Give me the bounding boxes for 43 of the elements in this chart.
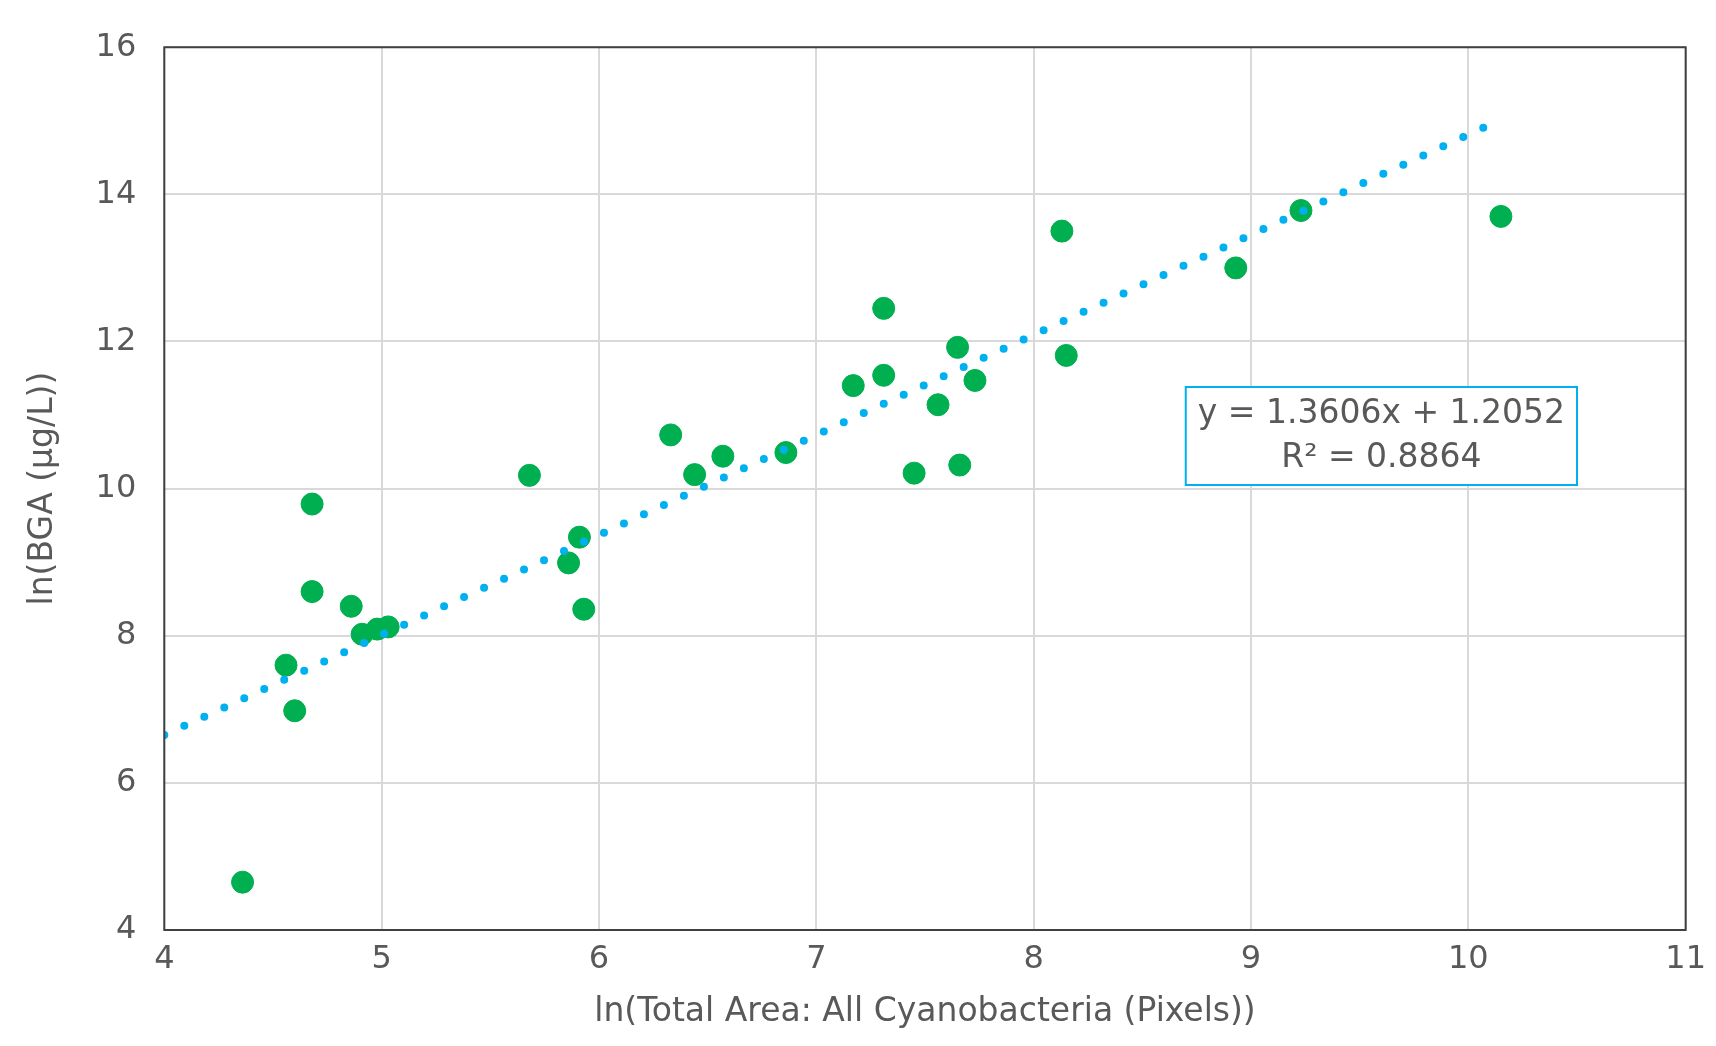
point — [872, 363, 896, 387]
x-tick-label: 6 — [588, 937, 610, 976]
y-tick-label: 10 — [95, 466, 137, 505]
y-tick-label: 12 — [95, 319, 137, 358]
x-tick-label: 9 — [1240, 937, 1262, 976]
y-tick-label: 8 — [115, 614, 137, 653]
point — [572, 597, 596, 621]
point — [231, 870, 255, 894]
y-tick-label: 6 — [115, 761, 137, 800]
point — [963, 368, 987, 392]
point — [711, 444, 735, 468]
x-tick-label: 7 — [806, 937, 827, 976]
point — [946, 335, 970, 359]
x-axis-title: ln(Total Area: All Cyanobacteria (Pixels)) — [594, 989, 1256, 1029]
annotation: R² = 0.8864 — [1281, 435, 1482, 475]
point — [1224, 256, 1248, 280]
point — [274, 653, 298, 677]
x-tick-label: 11 — [1665, 937, 1706, 976]
point — [557, 551, 581, 575]
point — [659, 423, 683, 447]
point — [841, 374, 865, 398]
x-tick-label: 10 — [1447, 937, 1489, 976]
point — [517, 463, 541, 487]
point — [902, 461, 926, 485]
x-tick-label: 4 — [154, 937, 175, 976]
point — [683, 463, 707, 487]
point — [1054, 343, 1078, 367]
point — [926, 393, 950, 417]
point — [1489, 204, 1513, 228]
x-tick-label: 5 — [371, 937, 392, 976]
y-tick-label: 16 — [95, 25, 137, 64]
point — [300, 580, 324, 604]
y-axis-title: ln(BGA (µg/L)) — [21, 371, 61, 606]
point — [872, 296, 896, 320]
annotation: y = 1.3606x + 1.2052 — [1197, 391, 1566, 431]
point — [300, 492, 324, 516]
x-tick-label: 8 — [1023, 937, 1044, 976]
point — [1050, 219, 1074, 243]
y-tick-label: 4 — [115, 908, 137, 947]
point — [283, 699, 307, 723]
y-tick-label: 14 — [95, 172, 137, 211]
point — [948, 453, 972, 477]
point — [339, 594, 363, 618]
